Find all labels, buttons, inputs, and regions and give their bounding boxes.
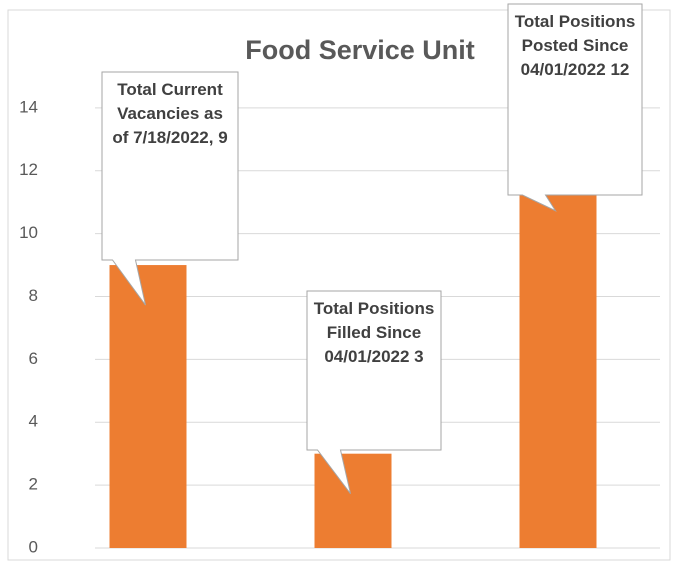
label-value: 3: [414, 347, 424, 366]
label-category: Total Positions Filled Since 04/01/2022: [313, 299, 435, 366]
label-category: Total Current Vacancies as of 7/18/2022,: [112, 80, 223, 147]
label-value: 12: [610, 60, 630, 79]
data-label: Total Current Vacancies as of 7/18/2022,…: [108, 78, 232, 150]
y-tick-label: 2: [29, 475, 38, 494]
callout: [101, 71, 239, 306]
y-tick-label: 0: [29, 537, 38, 556]
y-tick-label: 10: [19, 223, 38, 242]
data-label: Total Positions Filled Since 04/01/2022 …: [313, 297, 435, 369]
bar: [109, 265, 187, 548]
callout: [507, 3, 643, 212]
data-label: Total Positions Posted Since 04/01/2022 …: [514, 10, 636, 82]
label-category: Total Positions Posted Since 04/01/2022: [514, 12, 636, 79]
label-value: 9: [218, 128, 228, 147]
y-tick-label: 12: [19, 160, 38, 179]
y-tick-label: 14: [19, 97, 38, 116]
callout: [306, 290, 442, 494]
bar: [314, 453, 392, 548]
y-tick-label: 8: [29, 286, 38, 305]
y-tick-label: 4: [29, 412, 38, 431]
bar: [519, 170, 597, 548]
chart-title: Food Service Unit: [245, 35, 475, 65]
y-tick-label: 6: [29, 349, 38, 368]
